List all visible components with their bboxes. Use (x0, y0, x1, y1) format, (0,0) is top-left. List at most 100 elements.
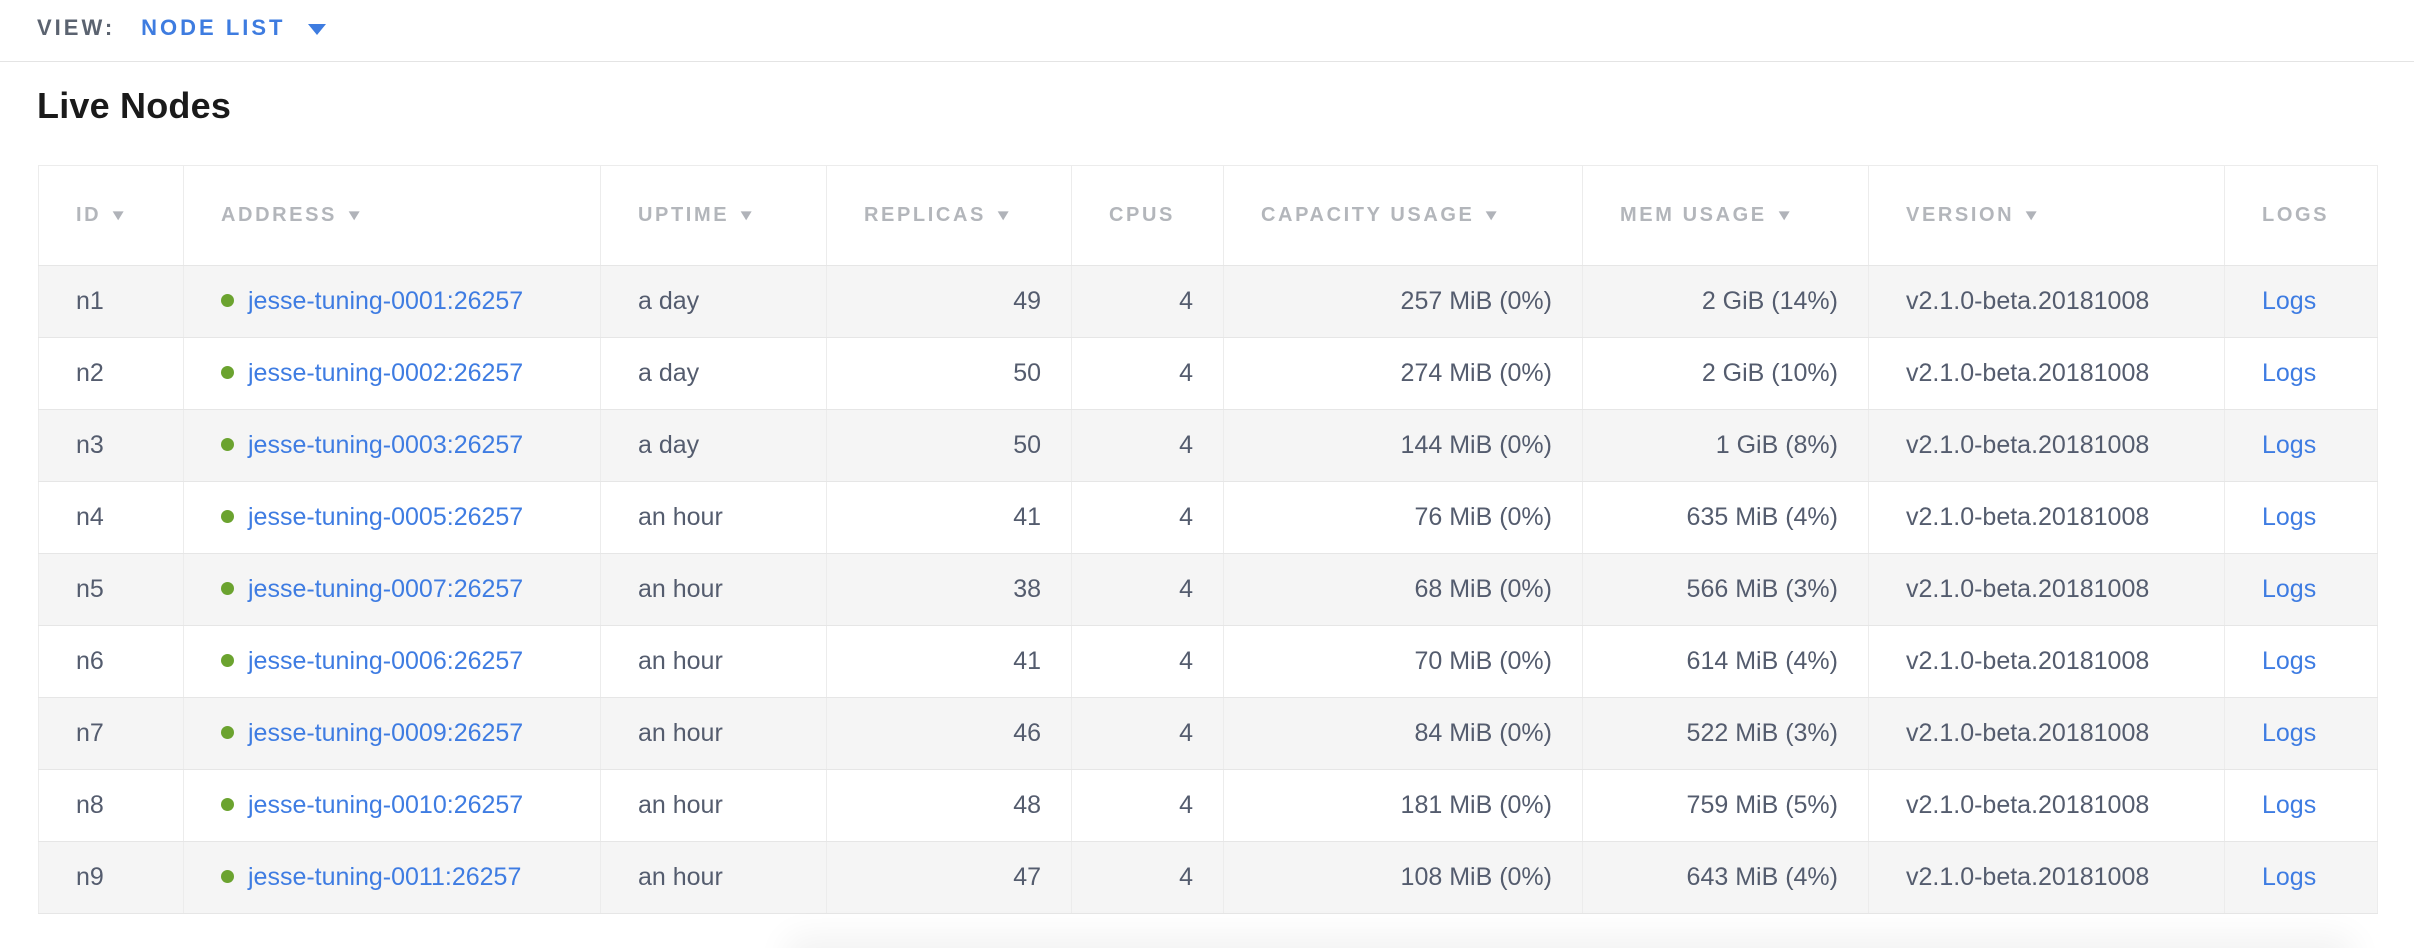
table-row: n8 jesse-tuning-0010:26257 an hour 48 4 … (38, 769, 2378, 842)
node-mem-cell: 759 MiB (5%) (1582, 769, 1869, 842)
node-address-link[interactable]: jesse-tuning-0006:26257 (248, 647, 524, 675)
node-capacity-cell: 274 MiB (0%) (1223, 337, 1583, 410)
node-replicas-cell: 46 (826, 697, 1072, 770)
node-id-cell: n2 (38, 337, 184, 410)
logs-link[interactable]: Logs (2262, 863, 2317, 891)
node-logs-cell: Logs (2224, 841, 2378, 914)
node-id-cell: n7 (38, 697, 184, 770)
node-address-cell: jesse-tuning-0011:26257 (183, 841, 601, 914)
node-cpus-cell: 4 (1071, 697, 1224, 770)
node-logs-cell: Logs (2224, 625, 2378, 698)
node-cpus-cell: 4 (1071, 769, 1224, 842)
column-header-capacity-usage[interactable]: CAPACITY USAGE ▼ (1223, 165, 1583, 266)
node-logs-cell: Logs (2224, 481, 2378, 554)
node-live-status-icon (221, 366, 234, 379)
node-logs-cell: Logs (2224, 553, 2378, 626)
node-capacity-cell: 84 MiB (0%) (1223, 697, 1583, 770)
view-selected-value: NODE LIST (141, 14, 286, 40)
node-mem-cell: 522 MiB (3%) (1582, 697, 1869, 770)
live-nodes-table: ID ▼ ADDRESS ▼ UPTIME ▼ REPLICAS ▼ CPUS CAPA… (38, 165, 2378, 914)
node-address-link[interactable]: jesse-tuning-0010:26257 (248, 791, 524, 819)
column-header-mem-usage[interactable]: MEM USAGE ▼ (1582, 165, 1869, 266)
node-logs-cell: Logs (2224, 409, 2378, 482)
node-address-cell: jesse-tuning-0003:26257 (183, 409, 601, 482)
logs-link[interactable]: Logs (2262, 791, 2317, 819)
column-header-uptime[interactable]: UPTIME ▼ (600, 165, 827, 266)
node-live-status-icon (221, 438, 234, 451)
sort-arrow-icon: ▼ (2022, 207, 2044, 224)
node-version-cell: v2.1.0-beta.20181008 (1868, 697, 2225, 770)
logs-link[interactable]: Logs (2262, 719, 2317, 747)
column-header-replicas[interactable]: REPLICAS ▼ (826, 165, 1072, 266)
node-version-cell: v2.1.0-beta.20181008 (1868, 553, 2225, 626)
node-id-cell: n8 (38, 769, 184, 842)
logs-link[interactable]: Logs (2262, 647, 2317, 675)
node-cpus-cell: 4 (1071, 841, 1224, 914)
table-header-row: ID ▼ ADDRESS ▼ UPTIME ▼ REPLICAS ▼ CPUS CAPA… (38, 165, 2378, 266)
node-mem-cell: 2 GiB (10%) (1582, 337, 1869, 410)
node-id-cell: n9 (38, 841, 184, 914)
node-mem-cell: 2 GiB (14%) (1582, 265, 1869, 338)
node-address-link[interactable]: jesse-tuning-0007:26257 (248, 575, 524, 603)
node-address-link[interactable]: jesse-tuning-0009:26257 (248, 719, 524, 747)
node-logs-cell: Logs (2224, 697, 2378, 770)
logs-link[interactable]: Logs (2262, 287, 2317, 315)
node-uptime-cell: an hour (600, 553, 827, 626)
node-cpus-cell: 4 (1071, 481, 1224, 554)
table-row: n5 jesse-tuning-0007:26257 an hour 38 4 … (38, 553, 2378, 626)
logs-link[interactable]: Logs (2262, 359, 2317, 387)
column-header-id[interactable]: ID ▼ (38, 165, 184, 266)
node-mem-cell: 643 MiB (4%) (1582, 841, 1869, 914)
column-header-address[interactable]: ADDRESS ▼ (183, 165, 601, 266)
logs-link[interactable]: Logs (2262, 503, 2317, 531)
node-live-status-icon (221, 870, 234, 883)
node-cpus-cell: 4 (1071, 553, 1224, 626)
node-version-cell: v2.1.0-beta.20181008 (1868, 265, 2225, 338)
node-id-cell: n5 (38, 553, 184, 626)
node-cpus-cell: 4 (1071, 265, 1224, 338)
node-replicas-cell: 41 (826, 481, 1072, 554)
node-version-cell: v2.1.0-beta.20181008 (1868, 769, 2225, 842)
view-dropdown[interactable]: NODE LIST (141, 14, 326, 41)
node-uptime-cell: a day (600, 337, 827, 410)
node-mem-cell: 635 MiB (4%) (1582, 481, 1869, 554)
node-replicas-cell: 38 (826, 553, 1072, 626)
page-title: Live Nodes (37, 85, 232, 126)
node-uptime-cell: an hour (600, 625, 827, 698)
node-live-status-icon (221, 654, 234, 667)
node-address-link[interactable]: jesse-tuning-0003:26257 (248, 431, 524, 459)
node-address-link[interactable]: jesse-tuning-0001:26257 (248, 287, 524, 315)
view-label: VIEW: (37, 14, 116, 40)
node-uptime-cell: a day (600, 409, 827, 482)
node-address-link[interactable]: jesse-tuning-0002:26257 (248, 359, 524, 387)
sort-arrow-icon: ▼ (1482, 207, 1505, 224)
node-version-cell: v2.1.0-beta.20181008 (1868, 409, 2225, 482)
node-version-cell: v2.1.0-beta.20181008 (1868, 481, 2225, 554)
sort-arrow-icon: ▼ (736, 207, 759, 224)
node-logs-cell: Logs (2224, 265, 2378, 338)
node-uptime-cell: an hour (600, 481, 827, 554)
table-row: n2 jesse-tuning-0002:26257 a day 50 4 27… (38, 337, 2378, 410)
node-id-cell: n1 (38, 265, 184, 338)
node-version-cell: v2.1.0-beta.20181008 (1868, 625, 2225, 698)
node-live-status-icon (221, 798, 234, 811)
node-address-link[interactable]: jesse-tuning-0005:26257 (248, 503, 524, 531)
node-uptime-cell: an hour (600, 841, 827, 914)
logs-link[interactable]: Logs (2262, 431, 2317, 459)
node-replicas-cell: 41 (826, 625, 1072, 698)
node-live-status-icon (221, 510, 234, 523)
node-id-cell: n6 (38, 625, 184, 698)
column-header-logs: LOGS (2224, 165, 2378, 266)
node-uptime-cell: an hour (600, 769, 827, 842)
table-row: n4 jesse-tuning-0005:26257 an hour 41 4 … (38, 481, 2378, 554)
column-header-cpus: CPUS (1071, 165, 1224, 266)
node-mem-cell: 566 MiB (3%) (1582, 553, 1869, 626)
node-replicas-cell: 48 (826, 769, 1072, 842)
column-header-version[interactable]: VERSION ▼ (1868, 165, 2225, 266)
node-address-link[interactable]: jesse-tuning-0011:26257 (248, 863, 522, 891)
node-logs-cell: Logs (2224, 337, 2378, 410)
logs-link[interactable]: Logs (2262, 575, 2317, 603)
table-row: n6 jesse-tuning-0006:26257 an hour 41 4 … (38, 625, 2378, 698)
sort-arrow-icon: ▼ (993, 207, 1016, 224)
